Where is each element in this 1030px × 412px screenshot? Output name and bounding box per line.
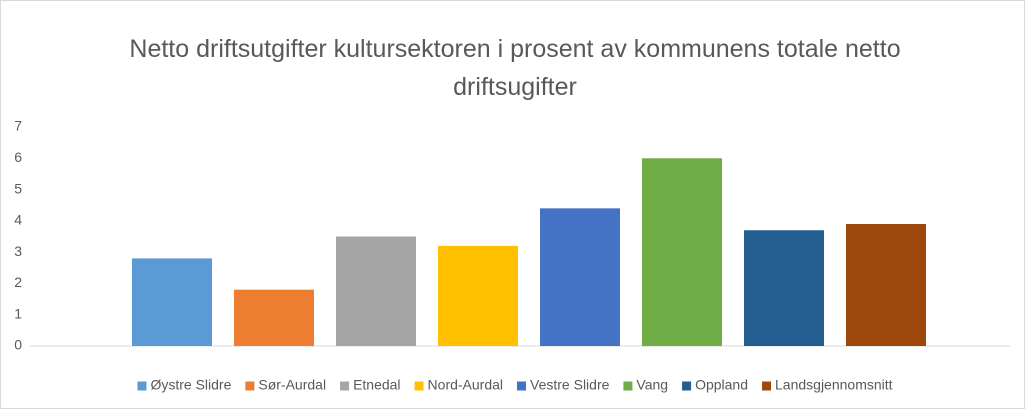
bar xyxy=(540,208,620,346)
legend-swatch xyxy=(623,381,633,391)
y-tick-label: 1 xyxy=(14,305,22,321)
chart-title: Netto driftsutgifter kultursektoren i pr… xyxy=(129,35,901,101)
legend-label: Vestre Slidre xyxy=(530,377,610,393)
y-tick-label: 0 xyxy=(14,337,22,353)
legend-label: Sør-Aurdal xyxy=(258,377,326,393)
y-tick-label: 6 xyxy=(14,149,22,165)
legend-swatch xyxy=(517,381,527,391)
legend-label: Nord-Aurdal xyxy=(428,377,503,393)
y-tick-label: 3 xyxy=(14,243,22,259)
y-tick-label: 7 xyxy=(14,118,22,134)
legend-swatch xyxy=(340,381,350,391)
y-tick-label: 5 xyxy=(14,180,22,196)
legend-label: Oppland xyxy=(695,377,748,393)
bar xyxy=(846,223,926,346)
y-tick-label: 2 xyxy=(14,274,22,290)
legend-swatch xyxy=(137,381,147,391)
legend-swatch xyxy=(245,381,255,391)
bar xyxy=(336,236,416,346)
legend-swatch xyxy=(762,381,772,391)
legend-swatch xyxy=(414,381,424,391)
bar xyxy=(234,289,314,346)
legend-label: Vang xyxy=(636,377,668,393)
legend-swatch xyxy=(682,381,692,391)
y-tick-label: 4 xyxy=(14,212,22,228)
bar xyxy=(744,230,824,346)
bar xyxy=(438,245,518,346)
legend-label: Etnedal xyxy=(353,377,400,393)
bar xyxy=(642,158,722,346)
legend-label: Øystre Slidre xyxy=(150,377,231,393)
bar xyxy=(132,258,212,346)
legend-label: Landsgjennomsnitt xyxy=(775,377,893,393)
